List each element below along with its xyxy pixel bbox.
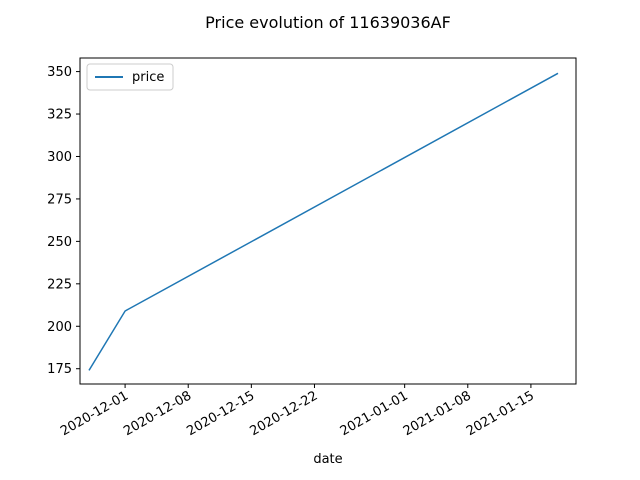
legend-box xyxy=(86,63,174,91)
x-tick-label: 2021-01-08 xyxy=(401,388,474,439)
y-tick-label: 200 xyxy=(47,320,72,335)
y-tick-label: 250 xyxy=(47,235,72,250)
plot-area xyxy=(79,57,577,385)
x-tick-label: 2021-01-01 xyxy=(338,388,411,439)
x-tick-label: 2020-12-01 xyxy=(58,388,131,439)
x-tick-label: 2021-01-15 xyxy=(464,388,537,439)
legend: price xyxy=(86,63,174,91)
axes-frame xyxy=(79,57,577,385)
x-axis-label: date xyxy=(313,452,342,467)
y-tick-label: 225 xyxy=(47,277,72,292)
series-line-price xyxy=(88,72,559,371)
y-tick-label: 275 xyxy=(47,192,72,207)
legend-label-price: price xyxy=(132,70,164,85)
y-tick-label: 175 xyxy=(47,362,72,377)
x-axis: 2020-12-012020-12-082020-12-152020-12-22… xyxy=(58,384,537,439)
x-tick-label: 2020-12-22 xyxy=(248,388,321,439)
chart-title: Price evolution of 11639036AF xyxy=(205,13,451,32)
y-tick-label: 325 xyxy=(47,108,72,123)
x-tick-label: 2020-12-08 xyxy=(121,388,194,439)
x-tick-label: 2020-12-15 xyxy=(184,388,257,439)
y-tick-label: 350 xyxy=(47,65,72,80)
y-axis: 175 200 225 250 275 300 325 350 xyxy=(47,65,80,377)
y-tick-label: 300 xyxy=(47,150,72,165)
